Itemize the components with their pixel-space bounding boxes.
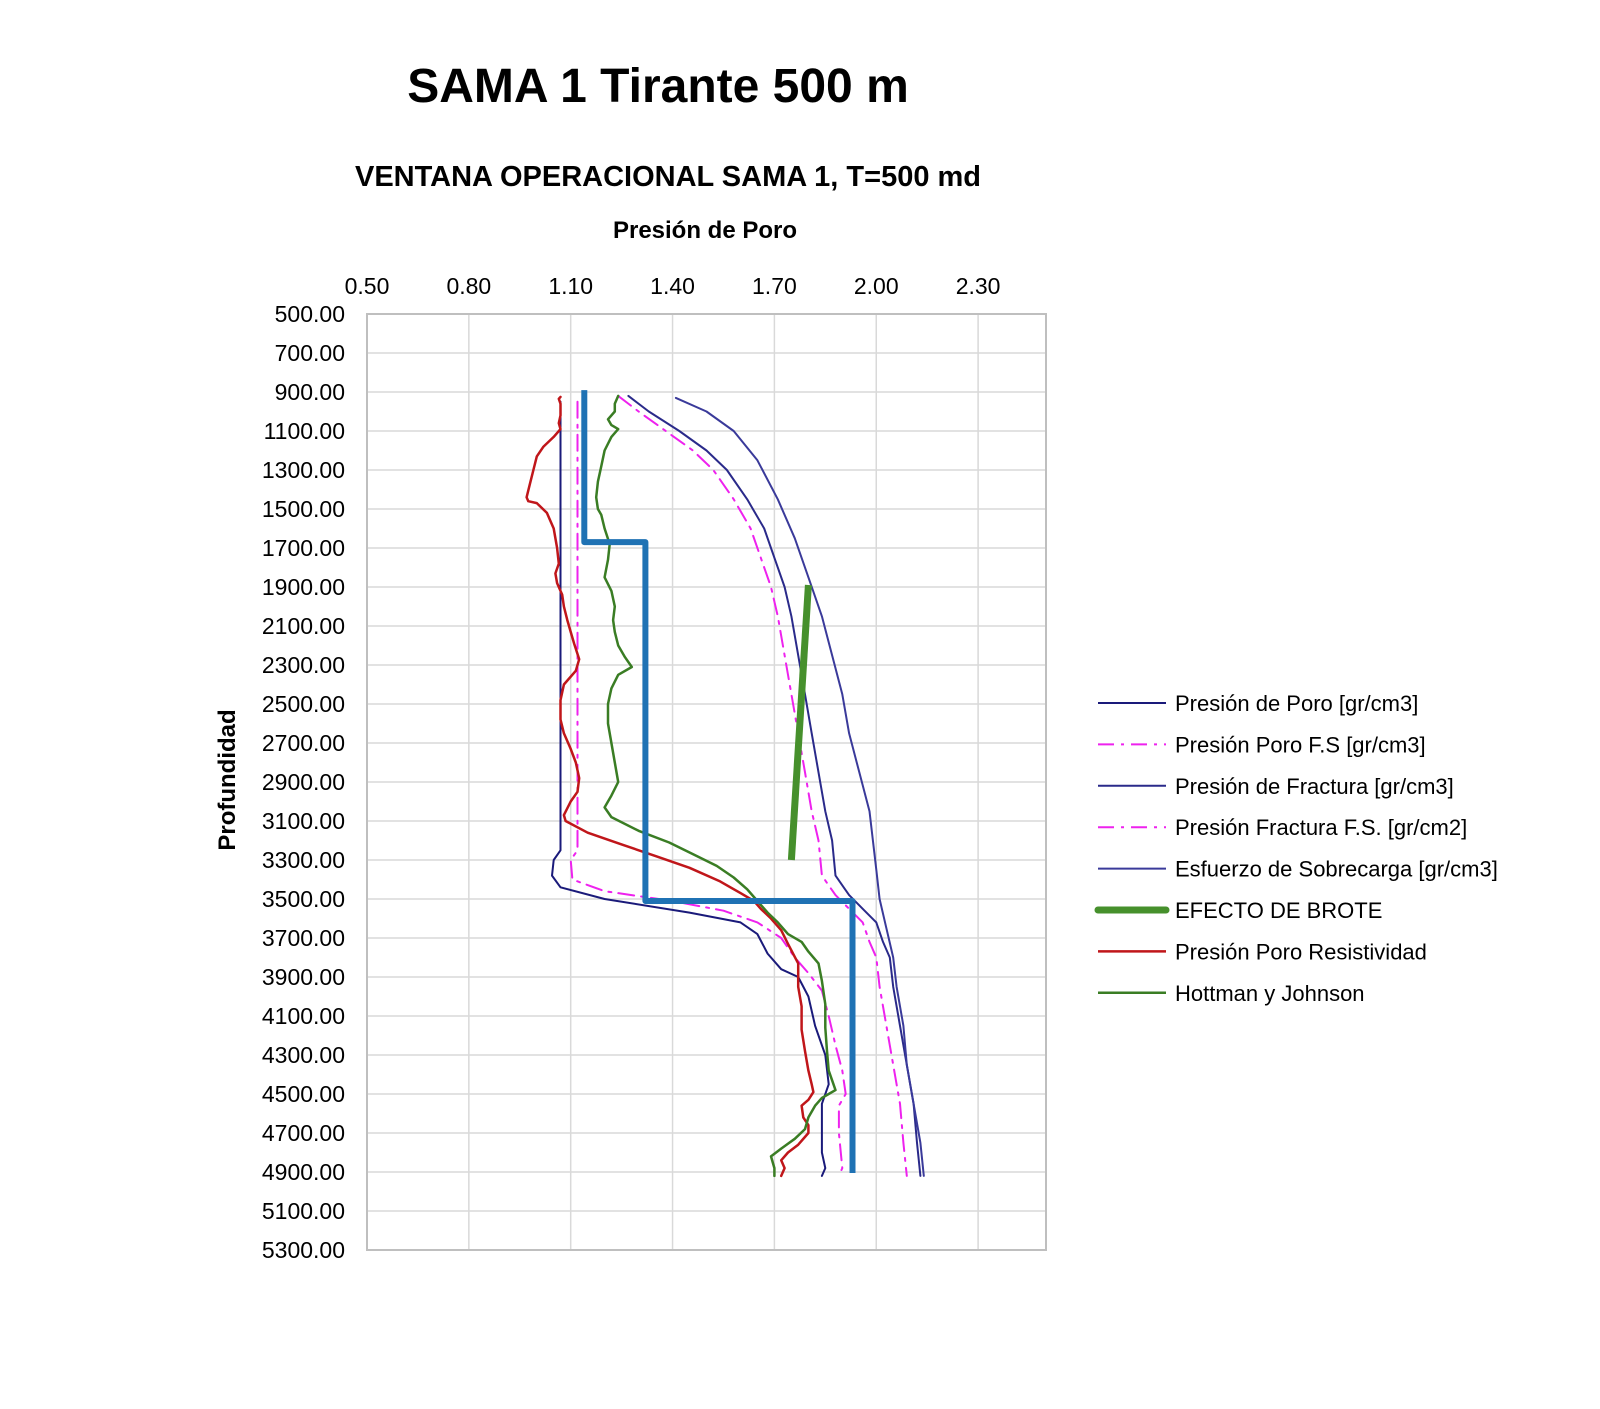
y-tick-label: 700.00 xyxy=(275,340,345,366)
series-line-presion-fractura-f-s-gr-cm2 xyxy=(617,394,908,1177)
x-tick-label: 1.40 xyxy=(650,273,695,299)
y-tick-label: 2700.00 xyxy=(262,730,345,756)
y-axis-title: Profundidad xyxy=(214,709,241,850)
y-tick-label: 5300.00 xyxy=(262,1237,345,1263)
legend-label-presion-de-fractura-gr-cm3: Presión de Fractura [gr/cm3] xyxy=(1175,774,1454,799)
y-tick-label: 4100.00 xyxy=(262,1003,345,1029)
x-tick-label: 1.70 xyxy=(752,273,797,299)
series-line-presion-poro-resistividad xyxy=(525,395,815,1178)
y-tick-label: 500.00 xyxy=(275,301,345,327)
y-tick-label: 3700.00 xyxy=(262,925,345,951)
series-group xyxy=(525,390,925,1178)
x-tick-label: 0.80 xyxy=(446,273,491,299)
y-tick-label: 3500.00 xyxy=(262,886,345,912)
y-tick-label: 3100.00 xyxy=(262,808,345,834)
legend-label-presion-poro-resistividad: Presión Poro Resistividad xyxy=(1175,939,1427,964)
x-tick-label: 2.00 xyxy=(854,273,899,299)
y-tick-label: 3300.00 xyxy=(262,847,345,873)
y-tick-label: 4700.00 xyxy=(262,1120,345,1146)
y-tick-label: 2300.00 xyxy=(262,652,345,678)
y-tick-label: 1500.00 xyxy=(262,496,345,522)
y-tick-label: 4500.00 xyxy=(262,1081,345,1107)
x-tick-label: 2.30 xyxy=(956,273,1001,299)
y-tick-label: 900.00 xyxy=(275,379,345,405)
series-line-hottman-y-johnson xyxy=(594,394,837,1178)
legend-label-presion-poro-f-s-gr-cm3: Presión Poro F.S [gr/cm3] xyxy=(1175,732,1426,757)
y-tick-label: 1900.00 xyxy=(262,574,345,600)
legend-label-efecto-de-brote: EFECTO DE BROTE xyxy=(1175,898,1382,923)
y-tick-label: 3900.00 xyxy=(262,964,345,990)
chart-title: VENTANA OPERACIONAL SAMA 1, T=500 md xyxy=(355,161,981,193)
x-tick-label: 0.50 xyxy=(345,273,390,299)
y-tick-label: 5100.00 xyxy=(262,1198,345,1224)
y-tick-label: 1100.00 xyxy=(264,418,345,444)
series-line-esfuerzo-de-sobrecarga-gr-cm3 xyxy=(674,396,925,1177)
series-line-presion-poro-f-s-gr-cm3 xyxy=(569,400,847,1177)
legend-label-presion-de-poro-gr-cm3: Presión de Poro [gr/cm3] xyxy=(1175,691,1418,716)
axis-ticks: 500.00 700.00 900.00 1100.00 1300.00 1500.00 1… xyxy=(262,273,1001,1263)
y-tick-label: 4900.00 xyxy=(262,1159,345,1185)
legend-label-presion-fractura-f-s-gr-cm2: Presión Fractura F.S. [gr/cm2] xyxy=(1175,815,1467,840)
main-title: SAMA 1 Tirante 500 m xyxy=(407,60,909,113)
legend-label-esfuerzo-de-sobrecarga-gr-cm3: Esfuerzo de Sobrecarga [gr/cm3] xyxy=(1175,857,1498,882)
y-tick-label: 2500.00 xyxy=(262,691,345,717)
legend: Presión de Poro [gr/cm3] Presión Poro F.S… xyxy=(1094,691,1498,1006)
series-line-efecto-de-brote xyxy=(787,584,812,861)
series-line-presion-de-fractura-gr-cm3 xyxy=(627,394,922,1177)
y-tick-label: 2100.00 xyxy=(262,613,345,639)
series-line-ventana-operacional xyxy=(581,390,856,1173)
y-tick-label: 1700.00 xyxy=(262,535,345,561)
grid xyxy=(366,313,1046,1251)
legend-label-hottman-y-johnson: Hottman y Johnson xyxy=(1175,981,1365,1006)
x-axis-title: Presión de Poro xyxy=(613,217,797,244)
y-tick-label: 2900.00 xyxy=(262,769,345,795)
x-tick-label: 1.10 xyxy=(548,273,593,299)
y-tick-label: 4300.00 xyxy=(262,1042,345,1068)
plot-area-frame xyxy=(366,313,1047,1251)
y-tick-label: 1300.00 xyxy=(262,457,345,483)
series-line-presion-de-poro-gr-cm3 xyxy=(551,400,830,1177)
